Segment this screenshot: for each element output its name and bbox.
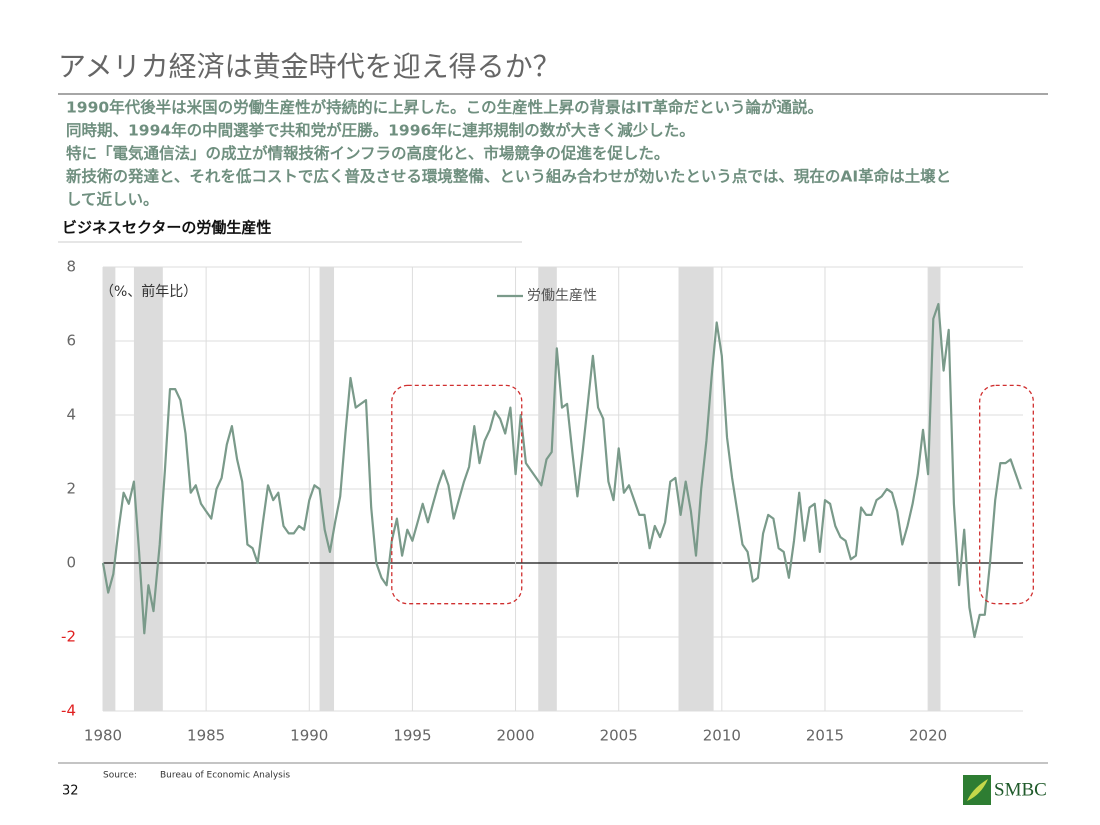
- y-tick-label: 4: [66, 406, 76, 424]
- y-tick-label: 8: [66, 258, 76, 276]
- y-tick-label: 2: [66, 480, 76, 498]
- page-number: 32: [62, 784, 79, 799]
- unit-label: （%、前年比）: [100, 283, 197, 300]
- x-tick-label: 2005: [600, 727, 638, 745]
- logo: SMBC: [963, 775, 1047, 805]
- y-tick-label: 0: [66, 554, 76, 572]
- source: Bureau of Economic Analysis: [160, 771, 290, 781]
- x-tick-label: 1990: [290, 727, 328, 745]
- series-line: [101, 302, 1022, 639]
- logo-text: SMBC: [994, 779, 1047, 800]
- y-tick-label: -2: [61, 628, 76, 646]
- x-tick-label: 2015: [806, 727, 844, 745]
- body-line: 同時期、1994年の中間選挙で共和党が圧勝。1996年に連邦規制の数が大きく減少…: [66, 121, 695, 140]
- body-line: 特に「電気通信法」の成立が情報技術インフラの高度化と、市場競争の促進を促した。: [66, 144, 669, 163]
- body-line: 1990年代後半は米国の労働生産性が持続的に上昇した。この生産性上昇の背景はIT…: [66, 98, 823, 117]
- y-tick-label: -4: [61, 702, 76, 720]
- logo-leaf: [967, 779, 988, 801]
- body-line: 新技術の発達と、それを低コストで広く普及させる環境整備、という組み合わせが効いた…: [66, 167, 951, 186]
- x-tick-label: 2020: [909, 727, 947, 745]
- x-tick-label: 1980: [84, 727, 122, 745]
- y-tick-label: 6: [66, 332, 76, 350]
- x-tick-label: 1995: [393, 727, 431, 745]
- slide-title: アメリカ経済は黄金時代を迎え得るか？: [58, 50, 561, 83]
- highlight-box: [391, 384, 523, 605]
- x-tick-label: 2010: [703, 727, 741, 745]
- source-label: Source:: [103, 771, 137, 781]
- x-tick-label: 2000: [496, 727, 534, 745]
- x-tick-label: 1985: [187, 727, 225, 745]
- chart-title: ビジネスセクターの労働生産性: [62, 219, 271, 237]
- body-text: 1990年代後半は米国の労働生産性が持続的に上昇した。この生産性上昇の背景はIT…: [66, 98, 951, 209]
- legend-label: 労働生産性: [527, 288, 597, 304]
- highlight-box: [979, 384, 1034, 605]
- plot: -4 -2 0 2 4 6 8 1980 1985 1990 1995 2000 2005 2010 201…: [61, 258, 1034, 745]
- body-line: して近しい。: [66, 190, 159, 209]
